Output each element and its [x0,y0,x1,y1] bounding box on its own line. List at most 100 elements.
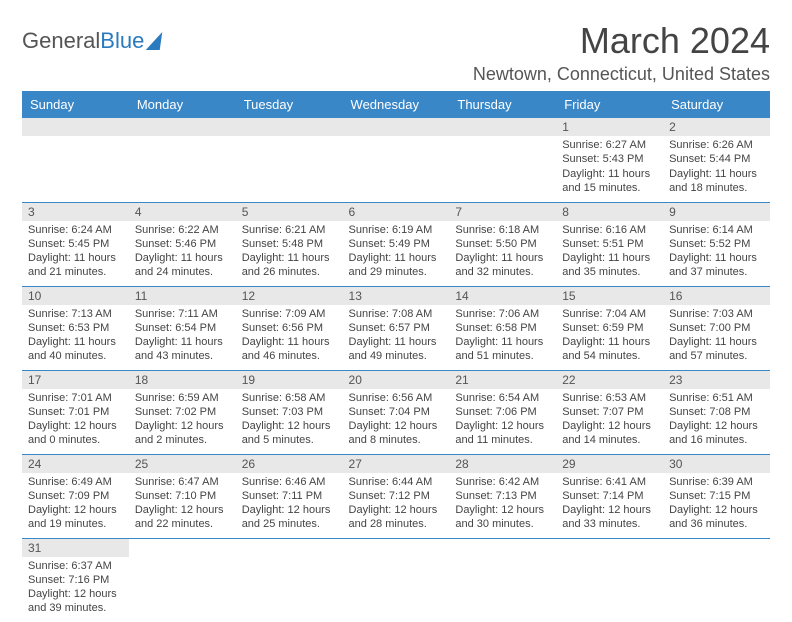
daylight1-text: Daylight: 11 hours [562,251,657,265]
location-subtitle: Newtown, Connecticut, United States [473,64,770,85]
sunset-text: Sunset: 7:09 PM [28,489,123,503]
sunset-text: Sunset: 5:46 PM [135,237,230,251]
empty-day-bar [129,118,236,136]
calendar-cell: 30Sunrise: 6:39 AMSunset: 7:15 PMDayligh… [663,454,770,538]
daylight2-text: and 32 minutes. [455,265,550,279]
daylight2-text: and 0 minutes. [28,433,123,447]
day-number: 4 [129,203,236,221]
daylight2-text: and 51 minutes. [455,349,550,363]
calendar-cell: 1Sunrise: 6:27 AMSunset: 5:43 PMDaylight… [556,118,663,202]
sunrise-text: Sunrise: 6:58 AM [242,391,337,405]
daylight2-text: and 37 minutes. [669,265,764,279]
sunrise-text: Sunrise: 6:41 AM [562,475,657,489]
daylight2-text: and 29 minutes. [349,265,444,279]
sunset-text: Sunset: 5:45 PM [28,237,123,251]
daylight2-text: and 39 minutes. [28,601,123,615]
calendar-cell: 24Sunrise: 6:49 AMSunset: 7:09 PMDayligh… [22,454,129,538]
daylight1-text: Daylight: 11 hours [562,335,657,349]
calendar-cell: 23 Sunrise: 6:51 AMSunset: 7:08 PMDayligh… [663,370,770,454]
daylight1-text: Daylight: 12 hours [669,503,764,517]
calendar-cell [129,538,236,622]
calendar-cell [663,538,770,622]
day-number: 27 [343,455,450,473]
sunrise-text: Sunrise: 7:04 AM [562,307,657,321]
calendar-cell [343,538,450,622]
calendar-cell: 26Sunrise: 6:46 AMSunset: 7:11 PMDayligh… [236,454,343,538]
day-details: Sunrise: 7:01 AMSunset: 7:01 PMDaylight:… [22,389,129,452]
empty-day-bar [22,118,129,136]
daylight1-text: Daylight: 12 hours [242,419,337,433]
day-number: 22 [556,371,663,389]
daylight2-text: and 40 minutes. [28,349,123,363]
daylight2-text: and 46 minutes. [242,349,337,363]
day-number: 30 [663,455,770,473]
logo-sail-icon [146,32,163,50]
daylight1-text: Daylight: 12 hours [562,419,657,433]
sunrise-text: Sunrise: 6:54 AM [455,391,550,405]
calendar-cell [236,118,343,202]
day-header: Monday [129,91,236,118]
sunrise-text: Sunrise: 6:51 AM [669,391,764,405]
daylight1-text: Daylight: 12 hours [669,419,764,433]
daylight2-text: and 14 minutes. [562,433,657,447]
daylight1-text: Daylight: 11 hours [669,251,764,265]
day-header: Friday [556,91,663,118]
sunset-text: Sunset: 7:08 PM [669,405,764,419]
sunset-text: Sunset: 7:11 PM [242,489,337,503]
sunrise-text: Sunrise: 6:16 AM [562,223,657,237]
day-details: Sunrise: 6:37 AMSunset: 7:16 PMDaylight:… [22,557,129,620]
day-details: Sunrise: 6:18 AMSunset: 5:50 PMDaylight:… [449,221,556,284]
sunset-text: Sunset: 7:00 PM [669,321,764,335]
day-number: 23 [663,371,770,389]
day-number: 11 [129,287,236,305]
daylight1-text: Daylight: 11 hours [349,335,444,349]
daylight2-text: and 11 minutes. [455,433,550,447]
day-details: Sunrise: 7:13 AMSunset: 6:53 PMDaylight:… [22,305,129,368]
calendar-cell: 29Sunrise: 6:41 AMSunset: 7:14 PMDayligh… [556,454,663,538]
daylight1-text: Daylight: 11 hours [135,251,230,265]
calendar-cell [449,118,556,202]
sunrise-text: Sunrise: 6:39 AM [669,475,764,489]
sunset-text: Sunset: 7:03 PM [242,405,337,419]
daylight2-text: and 2 minutes. [135,433,230,447]
sunset-text: Sunset: 6:54 PM [135,321,230,335]
calendar-week-row: 17Sunrise: 7:01 AMSunset: 7:01 PMDayligh… [22,370,770,454]
calendar-cell [449,538,556,622]
day-details: Sunrise: 6:44 AMSunset: 7:12 PMDaylight:… [343,473,450,536]
sunset-text: Sunset: 6:58 PM [455,321,550,335]
calendar-cell: 22Sunrise: 6:53 AMSunset: 7:07 PMDayligh… [556,370,663,454]
sunset-text: Sunset: 7:10 PM [135,489,230,503]
sunset-text: Sunset: 5:49 PM [349,237,444,251]
daylight2-text: and 19 minutes. [28,517,123,531]
daylight2-text: and 21 minutes. [28,265,123,279]
sunset-text: Sunset: 7:01 PM [28,405,123,419]
sunset-text: Sunset: 7:04 PM [349,405,444,419]
sunrise-text: Sunrise: 7:06 AM [455,307,550,321]
logo-text-blue: Blue [100,28,144,54]
calendar-cell: 20Sunrise: 6:56 AMSunset: 7:04 PMDayligh… [343,370,450,454]
day-number: 25 [129,455,236,473]
sunset-text: Sunset: 5:48 PM [242,237,337,251]
calendar-week-row: 1Sunrise: 6:27 AMSunset: 5:43 PMDaylight… [22,118,770,202]
daylight2-text: and 25 minutes. [242,517,337,531]
sunset-text: Sunset: 5:51 PM [562,237,657,251]
calendar-cell: 5Sunrise: 6:21 AMSunset: 5:48 PMDaylight… [236,202,343,286]
logo-text-general: General [22,28,100,54]
sunset-text: Sunset: 7:12 PM [349,489,444,503]
calendar-cell: 11Sunrise: 7:11 AMSunset: 6:54 PMDayligh… [129,286,236,370]
daylight1-text: Daylight: 11 hours [135,335,230,349]
day-details: Sunrise: 6:46 AMSunset: 7:11 PMDaylight:… [236,473,343,536]
day-details: Sunrise: 6:21 AMSunset: 5:48 PMDaylight:… [236,221,343,284]
daylight1-text: Daylight: 11 hours [669,335,764,349]
calendar-week-row: 3Sunrise: 6:24 AMSunset: 5:45 PMDaylight… [22,202,770,286]
sunrise-text: Sunrise: 7:13 AM [28,307,123,321]
day-number: 18 [129,371,236,389]
day-details: Sunrise: 6:47 AMSunset: 7:10 PMDaylight:… [129,473,236,536]
day-details: Sunrise: 6:39 AMSunset: 7:15 PMDaylight:… [663,473,770,536]
sunrise-text: Sunrise: 6:22 AM [135,223,230,237]
daylight1-text: Daylight: 12 hours [28,503,123,517]
calendar-week-row: 10Sunrise: 7:13 AMSunset: 6:53 PMDayligh… [22,286,770,370]
day-number: 24 [22,455,129,473]
day-header: Sunday [22,91,129,118]
sunset-text: Sunset: 6:57 PM [349,321,444,335]
